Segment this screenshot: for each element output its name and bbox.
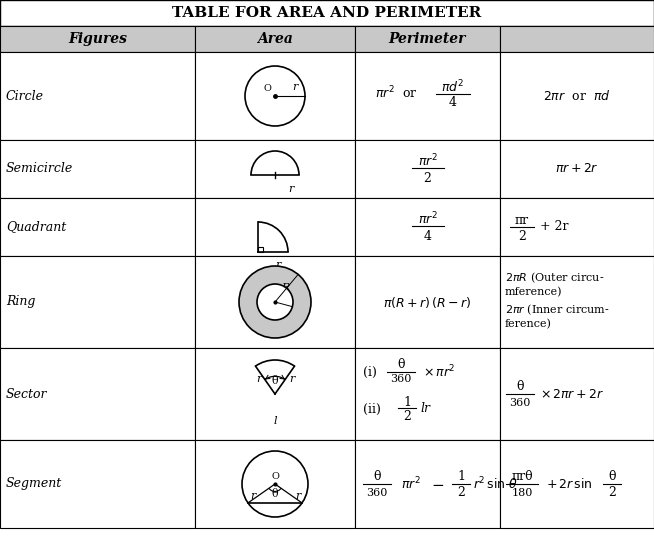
Text: Area: Area bbox=[257, 32, 293, 46]
Text: lr: lr bbox=[420, 401, 430, 415]
Text: θ: θ bbox=[397, 359, 405, 371]
Text: $+\,2r\,\sin$: $+\,2r\,\sin$ bbox=[546, 477, 593, 491]
Bar bbox=[195, 26, 355, 52]
Text: r: r bbox=[288, 374, 294, 384]
Text: $-$: $-$ bbox=[432, 477, 445, 491]
Bar bbox=[195, 198, 355, 256]
Text: + 2r: + 2r bbox=[540, 220, 568, 234]
Bar bbox=[0, 348, 195, 440]
Bar bbox=[0, 0, 654, 26]
Text: Semicircle: Semicircle bbox=[6, 163, 73, 175]
Circle shape bbox=[257, 284, 293, 320]
Text: 180: 180 bbox=[511, 488, 533, 498]
Text: Quadrant: Quadrant bbox=[6, 220, 66, 234]
Bar bbox=[195, 256, 355, 348]
Text: $\pi r + 2r$: $\pi r + 2r$ bbox=[555, 163, 599, 175]
Text: πr: πr bbox=[515, 214, 529, 226]
Text: $2\pi r$  or  $\pi d$: $2\pi r$ or $\pi d$ bbox=[543, 89, 611, 103]
Text: θ: θ bbox=[608, 471, 616, 483]
Bar bbox=[195, 52, 355, 140]
Bar bbox=[500, 198, 654, 256]
Text: $\pi(R + r)\,(R - r)$: $\pi(R + r)\,(R - r)$ bbox=[383, 295, 472, 310]
Bar bbox=[0, 26, 195, 52]
Bar bbox=[355, 52, 500, 140]
Bar bbox=[500, 256, 654, 348]
Bar bbox=[258, 247, 263, 252]
Text: Circle: Circle bbox=[6, 89, 44, 103]
Text: Figures: Figures bbox=[68, 32, 127, 46]
Text: r: r bbox=[279, 300, 284, 310]
Text: Perimeter: Perimeter bbox=[389, 32, 466, 46]
Text: $2\pi R$ (Outer circu-: $2\pi R$ (Outer circu- bbox=[505, 271, 604, 285]
Text: O: O bbox=[271, 472, 279, 481]
Text: πrθ: πrθ bbox=[511, 471, 533, 483]
Text: $\times\,\pi r^2$: $\times\,\pi r^2$ bbox=[423, 364, 455, 380]
Text: r: r bbox=[275, 260, 281, 270]
Text: $\times\,2\pi r + 2r$: $\times\,2\pi r + 2r$ bbox=[540, 387, 604, 401]
Text: 360: 360 bbox=[366, 488, 388, 498]
Text: (i): (i) bbox=[363, 366, 377, 379]
Bar bbox=[195, 440, 355, 528]
Text: $2\pi r$ (Inner circum-: $2\pi r$ (Inner circum- bbox=[505, 302, 610, 317]
Bar bbox=[195, 140, 355, 198]
Text: TABLE FOR AREA AND PERIMETER: TABLE FOR AREA AND PERIMETER bbox=[173, 6, 481, 20]
Bar bbox=[500, 26, 654, 52]
Bar bbox=[500, 52, 654, 140]
Bar bbox=[195, 348, 355, 440]
Text: $\pi r^2$: $\pi r^2$ bbox=[417, 153, 438, 169]
Text: r: r bbox=[256, 374, 262, 384]
Text: $r^2\,\sin\,\theta$: $r^2\,\sin\,\theta$ bbox=[473, 476, 518, 492]
Text: r: r bbox=[288, 184, 293, 194]
Bar bbox=[355, 440, 500, 528]
Text: θ: θ bbox=[271, 489, 279, 499]
Text: O: O bbox=[263, 84, 271, 93]
Bar bbox=[0, 52, 195, 140]
Text: $\pi r^2$  or: $\pi r^2$ or bbox=[375, 85, 418, 102]
Text: 2: 2 bbox=[608, 487, 616, 500]
Bar bbox=[0, 140, 195, 198]
Text: 4: 4 bbox=[449, 95, 457, 108]
Text: 2: 2 bbox=[403, 410, 411, 422]
Text: θ: θ bbox=[271, 376, 279, 386]
Text: 2: 2 bbox=[424, 171, 432, 184]
Bar bbox=[500, 440, 654, 528]
Text: Segment: Segment bbox=[6, 477, 62, 491]
Text: 2: 2 bbox=[457, 487, 465, 500]
Text: 360: 360 bbox=[509, 398, 530, 408]
Text: r: r bbox=[295, 491, 300, 501]
Text: 1: 1 bbox=[457, 471, 465, 483]
Bar bbox=[0, 198, 195, 256]
Text: l: l bbox=[273, 416, 277, 426]
Text: Sector: Sector bbox=[6, 387, 48, 401]
Text: mference): mference) bbox=[505, 287, 562, 297]
Text: θ: θ bbox=[373, 471, 381, 483]
Circle shape bbox=[239, 266, 311, 338]
Bar bbox=[355, 26, 500, 52]
Text: 4: 4 bbox=[424, 230, 432, 243]
Text: 2: 2 bbox=[518, 230, 526, 243]
Bar bbox=[500, 348, 654, 440]
Text: 1: 1 bbox=[403, 396, 411, 408]
Bar bbox=[0, 440, 195, 528]
Text: r: r bbox=[250, 491, 255, 501]
Text: Ring: Ring bbox=[6, 295, 35, 309]
Text: θ: θ bbox=[516, 381, 524, 393]
Bar bbox=[355, 256, 500, 348]
Text: R: R bbox=[281, 283, 289, 293]
Text: $\pi r^2$: $\pi r^2$ bbox=[401, 476, 421, 492]
Bar bbox=[355, 348, 500, 440]
Text: $\pi r^2$: $\pi r^2$ bbox=[417, 211, 438, 228]
Text: $\pi d^2$: $\pi d^2$ bbox=[441, 79, 464, 95]
Text: 360: 360 bbox=[390, 374, 411, 384]
Text: r: r bbox=[292, 82, 298, 92]
Bar bbox=[0, 256, 195, 348]
Bar bbox=[355, 198, 500, 256]
Bar bbox=[355, 140, 500, 198]
Text: ference): ference) bbox=[505, 319, 552, 329]
Bar bbox=[500, 140, 654, 198]
Text: (ii): (ii) bbox=[363, 402, 381, 416]
